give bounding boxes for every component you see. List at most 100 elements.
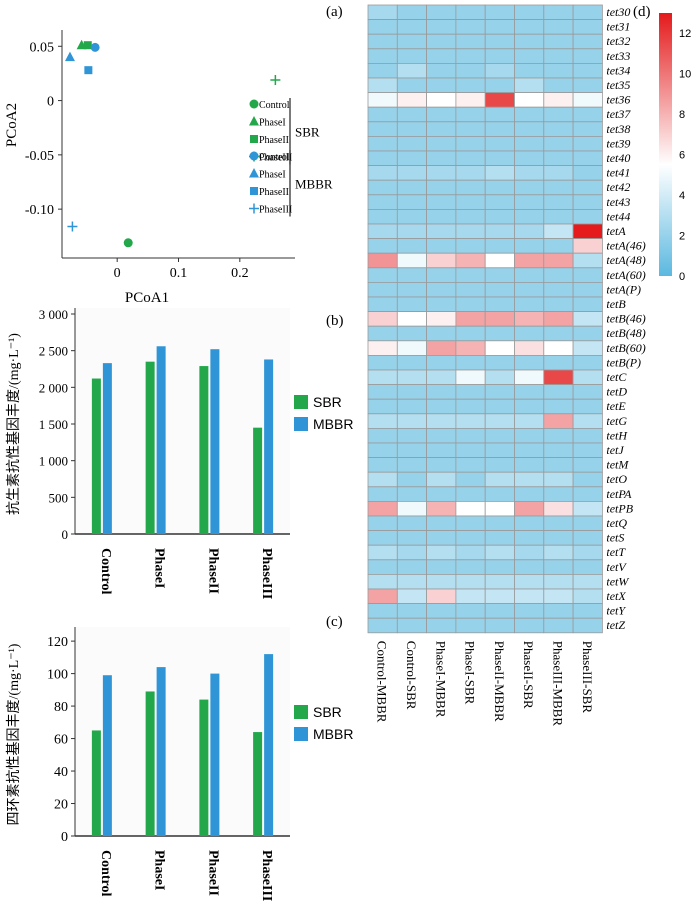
pcoa-legend-label: Control [259,152,290,163]
heatmap-cell [514,48,545,64]
heatmap-cell [514,457,545,473]
heatmap-cell [426,252,457,269]
heatmap-cell [543,427,574,444]
colorbar-tick-label: 6 [679,150,685,162]
heatmap-cell [396,369,427,386]
heatmap-cell [367,457,398,473]
heatmap-cell [484,354,515,371]
heatmap-cell [514,311,545,327]
heatmap-row-label: tet36 [606,93,630,107]
heatmap-cell [455,208,486,225]
pcoa-point [123,238,133,248]
heatmap-cell [455,106,486,123]
heatmap-cell [484,544,515,561]
panel-label-d: (d) [633,4,651,20]
heatmap-row-label: tetD [606,385,627,399]
heatmap-cell [572,63,603,79]
heatmap-cell [396,559,427,575]
heatmap-cell [426,442,457,459]
heatmap-cell [426,33,457,50]
heatmap-cell [572,296,603,313]
heatmap-row-label: tet42 [606,180,630,194]
heatmap-cell [455,603,486,619]
pcoa-x-tick-label: 0.2 [231,266,249,281]
heatmap-cell [396,194,427,210]
heatmap-cell [543,500,574,517]
heatmap-cell [396,500,427,517]
heatmap-row-label: tetB(48) [606,326,645,340]
pcoa-point [83,41,92,50]
heatmap-cell [572,4,603,21]
heatmap-cell [514,252,545,269]
heatmap-cell [572,150,603,167]
heatmap-cell [455,325,486,342]
heatmap-row-label: tetE [606,399,626,413]
heatmap-row-label: tetO [606,472,627,486]
heatmap-cell [367,63,398,79]
bar-category-label: PhaseIII [259,850,274,901]
heatmap-cell [572,48,603,64]
heatmap-cell [455,530,486,546]
heatmap-row-label: tet33 [606,49,630,63]
heatmap-cell [543,486,574,502]
heatmap-cell [396,77,427,94]
heatmap-cell [572,194,603,210]
heatmap-cell [396,121,427,137]
heatmap-row-label: tetA [606,224,626,238]
heatmap-cell [514,135,545,152]
heatmap-cell [484,252,515,269]
heatmap-row-label: tetQ [606,516,627,530]
heatmap-cell [396,92,427,108]
pcoa-ylabel: PCoA2 [4,103,20,147]
heatmap-cell [543,92,574,108]
heatmap-cell [367,384,398,400]
heatmap-cell [396,179,427,196]
heatmap-cell [455,486,486,502]
heatmap-cell [396,515,427,532]
heatmap-cell [396,267,427,283]
heatmap-cell [572,340,603,356]
pcoa-legend-label: PhaseIII [259,153,292,164]
heatmap-cell [514,121,545,137]
heatmap-cell [514,427,545,444]
bar-sbr [91,378,101,534]
heatmap-cell [514,63,545,79]
heatmap-colorbar: 0 2 4 6 8 10 12 [659,13,691,283]
heatmap-row-label: tetW [606,574,629,588]
heatmap-cell [514,384,545,400]
heatmap-cell [572,603,603,619]
heatmap-cell [514,4,545,21]
heatmap-cell [367,340,398,356]
heatmap-cell [367,369,398,386]
heatmap-cell [514,77,545,94]
heatmap-cell [426,544,457,561]
heatmap-cell [367,48,398,64]
pcoa-legend-label: PhaseII [259,187,289,198]
bar-category-label: PhaseII [205,548,220,594]
pcoa-legend-marker [249,116,259,126]
tetracycline-bar-chart: 0 20 40 60 80 100 120 Control PhaseI PhaseII Phase… [5,627,353,901]
heatmap-cell [572,369,603,386]
heatmap-cell [367,442,398,459]
heatmap-cell [543,281,574,298]
colorbar-tick-label: 0 [679,271,685,283]
bar-y-tick-label: 0 [62,527,69,542]
bar-sbr [199,699,209,836]
heatmap-cell [455,457,486,473]
heatmap-column-label: PhaseI-MBBR [433,641,448,718]
heatmap-cell [514,340,545,356]
heatmap-cell [455,150,486,167]
heatmap-cell [484,486,515,502]
heatmap-cell [426,121,457,137]
heatmap-cell [455,559,486,575]
bar-y-tick-label: 80 [54,700,68,715]
heatmap-cell [455,267,486,283]
heatmap-cell [367,559,398,575]
heatmap-row-label: tet39 [606,136,630,150]
heatmap-cell [572,311,603,327]
bar-y-tick-label: 1 500 [39,417,68,432]
heatmap-cell [396,384,427,400]
heatmap-cell [514,106,545,123]
heatmap-cell [572,135,603,152]
heatmap-cell [426,413,457,429]
